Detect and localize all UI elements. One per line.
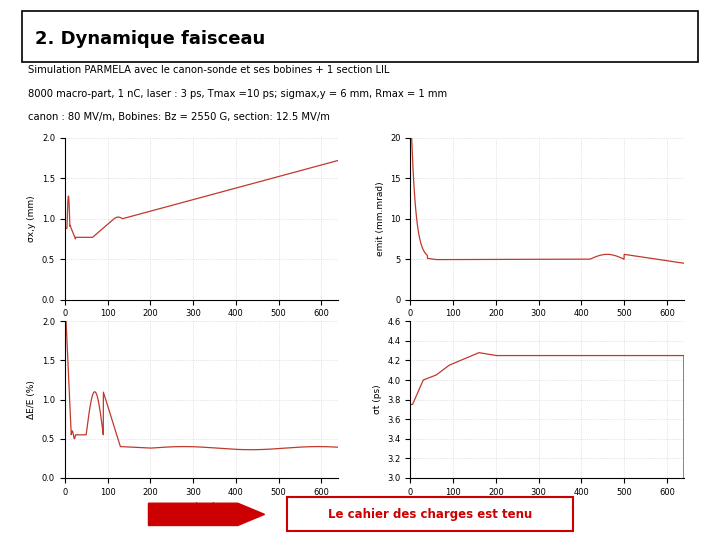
Text: 2. Dynamique faisceau: 2. Dynamique faisceau	[35, 30, 266, 48]
Text: canon : 80 MV/m, Bobines: Bz = 2550 G, section: 12.5 MV/m: canon : 80 MV/m, Bobines: Bz = 2550 G, s…	[28, 112, 330, 123]
X-axis label: z (cm): z (cm)	[187, 324, 216, 333]
Y-axis label: ΔE/E (%): ΔE/E (%)	[27, 380, 37, 419]
X-axis label: z (cm): z (cm)	[533, 502, 562, 511]
Y-axis label: σt (ps): σt (ps)	[373, 385, 382, 414]
Text: Simulation PARMELA avec le canon-sonde et ses bobines + 1 section LIL: Simulation PARMELA avec le canon-sonde e…	[28, 65, 390, 75]
FancyBboxPatch shape	[287, 497, 572, 531]
Y-axis label: emit (mm.mrad): emit (mm.mrad)	[376, 181, 384, 256]
X-axis label: z (cm): z (cm)	[187, 502, 216, 511]
Text: Le cahier des charges est tenu: Le cahier des charges est tenu	[328, 508, 532, 521]
X-axis label: z (cm): z (cm)	[533, 324, 562, 333]
FancyArrow shape	[148, 503, 264, 525]
FancyBboxPatch shape	[22, 11, 698, 62]
Y-axis label: σx,y (mm): σx,y (mm)	[27, 195, 37, 242]
Text: 8000 macro-part, 1 nC, laser : 3 ps, Tmax =10 ps; sigmax,y = 6 mm, Rmax = 1 mm: 8000 macro-part, 1 nC, laser : 3 ps, Tma…	[28, 89, 448, 99]
